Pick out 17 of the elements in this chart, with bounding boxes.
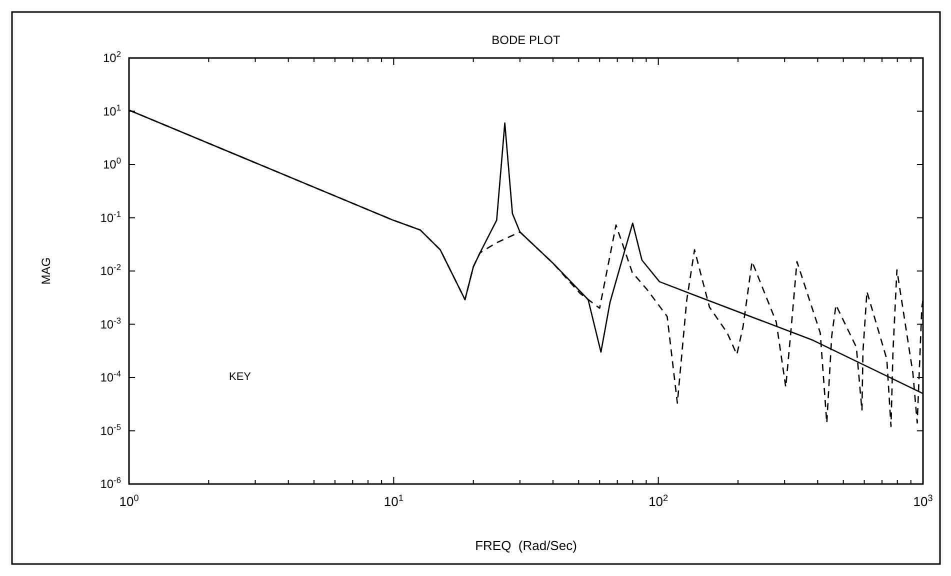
y-tick-label: 10$^{-1}$ — [100, 208, 122, 225]
chart-title: BODE PLOT — [492, 33, 562, 47]
y-tick-label: 10$^{1}$ — [102, 102, 122, 118]
annotation: KEY — [228, 371, 252, 383]
y-tick-label: 10$^{2}$ — [102, 49, 122, 65]
y-tick-label: 10$^{-6}$ — [100, 475, 122, 491]
x-axis-title: FREQ (Rad/Sec) — [475, 538, 577, 553]
y-tick-label: 10$^{-4}$ — [100, 368, 122, 384]
x-tick-label: 10$^{2}$ — [648, 493, 668, 509]
x-tick-label: 10$^{0}$ — [119, 493, 139, 509]
y-tick-label: 10$^{-3}$ — [100, 315, 122, 332]
x-tick-label: 10$^{1}$ — [384, 493, 404, 509]
y-axis-title: MAG — [39, 257, 53, 285]
y-tick-label: 10$^{0}$ — [102, 156, 122, 172]
y-tick-label: 10$^{-2}$ — [100, 262, 122, 278]
x-tick-label: 10$^{3}$ — [913, 493, 933, 509]
y-tick-label: 10$^{-5}$ — [100, 422, 122, 438]
